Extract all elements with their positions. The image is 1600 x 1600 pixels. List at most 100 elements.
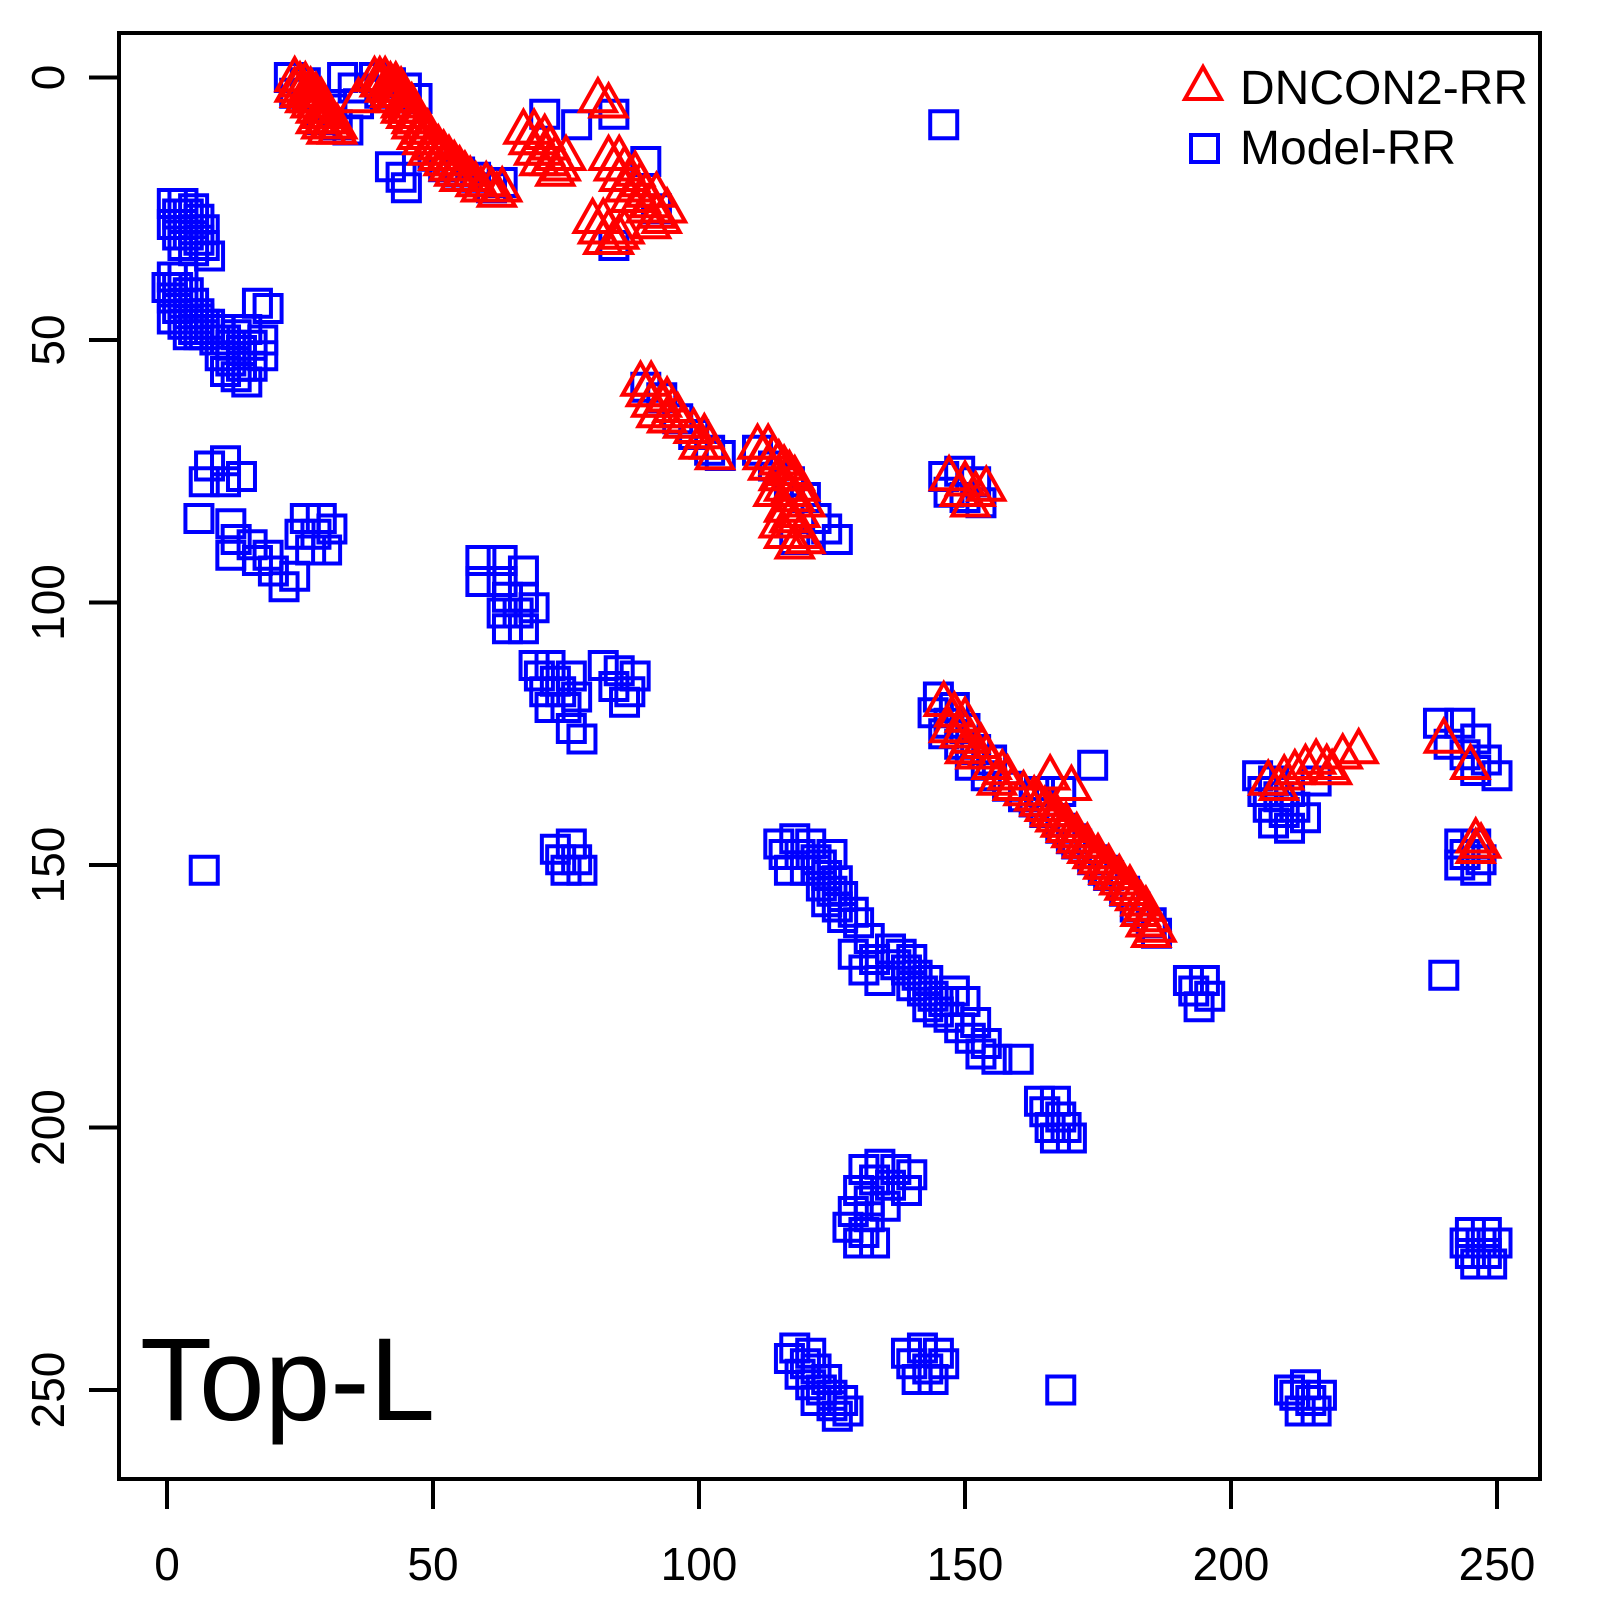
model-rr-point [1300,1395,1332,1427]
model-rr-point [821,524,853,555]
model-rr-point [1258,807,1290,839]
model-rr-point [1274,812,1306,844]
model-rr-point [545,844,577,876]
model-rr-point [257,555,289,587]
y-axis-tick-label: 200 [22,1089,74,1166]
dncon2-rr-point [1454,815,1498,854]
dncon2-rr-point [1459,820,1503,859]
model-rr-point [821,1400,853,1432]
model-rr-point [172,219,204,251]
model-rr-point [295,534,327,566]
model-rr-point [523,660,555,692]
model-rr-point [183,303,215,335]
plot-border [117,31,1542,1481]
model-rr-point [1194,980,1226,1012]
model-rr-point [502,597,534,629]
dncon2-rr-point [315,101,359,140]
model-rr-point [587,650,619,681]
model-rr-point [1470,1238,1502,1269]
model-rr-point [906,975,938,1007]
model-rr-point [795,1369,827,1401]
model-rr-point [954,1022,986,1054]
model-rr-point [795,1337,827,1369]
model-rr-point [1460,1248,1492,1280]
model-rr-point [518,592,550,624]
model-rr-point [210,356,242,387]
dncon2-rr-point [640,195,684,235]
model-rr-point [843,907,875,939]
model-rr-point [194,240,226,272]
model-rr-point [848,954,880,986]
model-rr-point [284,518,316,550]
model-rr-point [832,1395,864,1427]
dncon2-rr-point [624,185,668,224]
dncon2-rr-point [661,400,705,439]
y-axis-tick-label: 150 [22,827,74,904]
model-rr-point [374,151,406,183]
model-rr-point [241,287,273,319]
legend-square-icon [1189,133,1220,164]
model-rr-point [853,1185,885,1217]
model-rr-point [486,597,518,629]
dncon2-rr-point [927,705,971,744]
legend-label-model: Model-RR [1240,122,1456,175]
model-rr-point [507,581,539,613]
model-rr-point [896,1159,928,1191]
model-rr-point [215,345,247,377]
model-rr-point [300,518,332,550]
dncon2-rr-point [1284,741,1327,781]
model-rr-point [183,224,215,256]
dncon2-rr-point [587,80,630,119]
model-rr-point [486,566,518,597]
model-rr-point [928,1348,960,1380]
model-rr-point [566,854,598,886]
y-axis-tick-label: 0 [22,65,74,91]
dncon2-rr-point [943,726,987,765]
model-rr-point [837,938,869,970]
dncon2-rr-point [773,521,817,560]
model-rr-point [1178,975,1210,1007]
model-rr-point [1274,1374,1306,1406]
dncon2-rr-point [1257,762,1301,802]
model-rr-point [896,970,928,1002]
model-rr-point [853,923,885,954]
dncon2-rr-point [480,164,524,203]
model-rr-point [1034,1112,1066,1143]
dncon2-rr-point [1246,757,1290,796]
model-rr-point [305,503,337,534]
dncon2-rr-point [1305,741,1349,781]
model-rr-point [534,692,566,723]
model-rr-point [917,980,949,1012]
model-rr-point [1428,959,1460,991]
model-rr-point [236,529,268,561]
model-rr-point [486,545,518,576]
model-rr-point [241,545,273,576]
model-rr-point [789,1348,821,1380]
model-rr-point [944,1012,976,1044]
model-rr-point [1422,707,1454,739]
model-rr-point [1449,739,1481,771]
dncon2-rr-point [938,710,982,749]
model-rr-point [837,1196,869,1227]
dncon2-rr-point [1294,736,1338,775]
dncon2-rr-point [1422,715,1466,754]
model-rr-point [917,1364,949,1395]
y-axis-tick-label: 100 [22,564,74,641]
x-axis-tick-label: 150 [927,1538,1004,1590]
legend-label-dncon2: DNCON2-RR [1240,62,1528,115]
model-rr-point [816,1390,848,1422]
model-rr-point [236,329,268,361]
model-rr-point [843,1227,875,1259]
model-rr-point [1242,760,1274,792]
model-rr-point [1295,1385,1327,1416]
dncon2-rr-point [315,106,359,145]
model-rr-point [1002,1043,1034,1075]
dncon2-rr-point [1273,747,1317,786]
model-rr-point [864,1148,896,1180]
model-rr-point [768,839,800,870]
dncon2-rr-point [1454,825,1498,865]
model-rr-point [1039,1122,1071,1154]
model-rr-point [491,613,523,645]
